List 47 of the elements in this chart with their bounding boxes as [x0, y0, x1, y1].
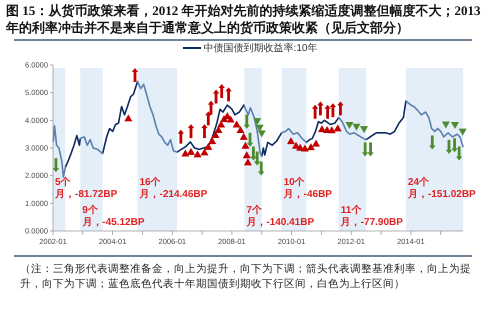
point [232, 120, 241, 128]
point [458, 128, 467, 136]
point [194, 150, 202, 158]
point [451, 122, 459, 130]
point [212, 130, 220, 138]
line-series [261, 132, 282, 158]
point [236, 126, 244, 134]
legend-label: 中债国债到期收益率:10年 [204, 43, 318, 54]
point [242, 151, 251, 158]
line-series [64, 134, 82, 168]
point [226, 116, 235, 123]
chart-title: 图 15：从货币政策来看，2012 年开始对先前的持续紧缩适度调整但幅度不大；2013 年的利率冲击并不是来自于通常意义上的货币政策收紧（见后文部分） [6, 2, 482, 36]
point [204, 142, 212, 150]
point [300, 144, 309, 152]
point [286, 137, 295, 144]
band-label: 7个月，-140.41BP [246, 204, 314, 229]
band-label: 24个月，-151.02BP [408, 177, 476, 202]
point [328, 126, 336, 134]
point [442, 121, 450, 128]
band-label: 11个月，-77.90BP [340, 204, 403, 229]
text: （注：三角形代表调整准备金，向上为提升，向下为下调；箭头代表调整基准利率，向上为提升，向下为下调；蓝色底色代表十年期国债到期收下行区间，白色为上行区间） [20, 262, 472, 292]
point [253, 118, 262, 126]
point [258, 130, 266, 138]
band-label: 10个月，-46BP [284, 177, 333, 202]
band-label: 16个月，-214.46BP [140, 177, 208, 202]
point [345, 122, 354, 130]
point [181, 150, 190, 157]
point [312, 140, 320, 147]
point [352, 124, 360, 131]
line-series [338, 116, 367, 140]
line-series [365, 100, 407, 140]
point [306, 143, 315, 150]
point [200, 148, 208, 156]
point [334, 124, 342, 132]
line-series [79, 136, 104, 154]
point [124, 114, 132, 122]
line-series [52, 125, 66, 178]
band-label: 9个月，-45.12BP [82, 204, 145, 229]
point [240, 132, 248, 140]
point [187, 148, 195, 155]
point [217, 120, 226, 128]
point [208, 137, 216, 144]
point [244, 158, 252, 166]
point [360, 126, 368, 134]
band-label: 5个月，-81.72BP [55, 177, 118, 202]
point [241, 142, 250, 149]
line-series [280, 128, 308, 144]
